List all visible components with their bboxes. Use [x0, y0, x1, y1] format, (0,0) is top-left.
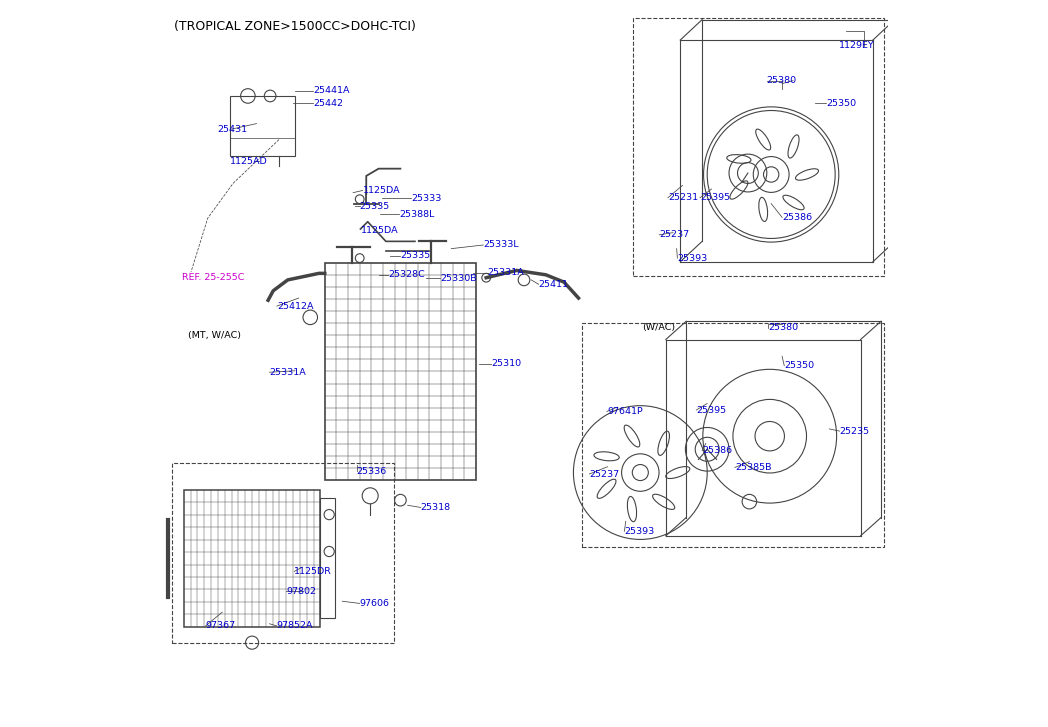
- Text: 25331A: 25331A: [487, 268, 524, 277]
- Text: 25235: 25235: [839, 427, 870, 435]
- Bar: [633, 18, 883, 276]
- Text: 25393: 25393: [625, 527, 655, 536]
- Text: 25380: 25380: [766, 76, 796, 85]
- Text: 25328C: 25328C: [388, 270, 424, 279]
- Text: 25395: 25395: [696, 406, 726, 414]
- Text: 25330B: 25330B: [440, 274, 477, 283]
- Text: 25385B: 25385B: [735, 463, 771, 472]
- Text: 25318: 25318: [420, 503, 451, 512]
- Text: (MT, W/AC): (MT, W/AC): [189, 332, 241, 340]
- Text: 1125DR: 1125DR: [294, 567, 332, 576]
- Text: 25333L: 25333L: [483, 241, 519, 249]
- Text: 25350: 25350: [784, 361, 814, 370]
- Text: 25350: 25350: [827, 99, 856, 108]
- Text: 25237: 25237: [589, 470, 619, 478]
- Text: 25388L: 25388L: [399, 210, 434, 219]
- Text: 25386: 25386: [782, 213, 812, 222]
- Text: 25335: 25335: [359, 202, 390, 211]
- Text: 1129EY: 1129EY: [838, 41, 874, 50]
- Bar: [172, 463, 394, 643]
- Text: 97641P: 97641P: [607, 407, 642, 416]
- Text: 97802: 97802: [286, 587, 316, 595]
- Text: 25335: 25335: [400, 252, 431, 260]
- Text: (TROPICAL ZONE>1500CC>DOHC-TCI): (TROPICAL ZONE>1500CC>DOHC-TCI): [174, 20, 415, 33]
- Text: 97367: 97367: [205, 622, 236, 630]
- Text: 25411: 25411: [539, 280, 568, 289]
- Text: 25331A: 25331A: [269, 368, 306, 377]
- Bar: [582, 323, 883, 547]
- Text: 25386: 25386: [702, 446, 733, 455]
- Text: 25336: 25336: [356, 467, 387, 475]
- Text: 25333: 25333: [411, 194, 441, 203]
- Bar: [183, 490, 321, 627]
- Text: 25431: 25431: [217, 125, 247, 134]
- Text: 25237: 25237: [659, 230, 690, 239]
- Text: 1125AD: 1125AD: [231, 157, 268, 166]
- Text: 25393: 25393: [677, 254, 707, 262]
- Text: 1125DA: 1125DA: [363, 186, 400, 195]
- Bar: [321, 498, 335, 619]
- Bar: [325, 263, 476, 480]
- Text: 25395: 25395: [700, 193, 730, 202]
- Text: 25441A: 25441A: [313, 87, 350, 95]
- Text: 97852A: 97852A: [277, 622, 313, 630]
- Bar: [230, 96, 294, 156]
- Text: 1125DA: 1125DA: [362, 226, 399, 235]
- Text: 25412A: 25412A: [277, 302, 313, 310]
- Text: 25231: 25231: [668, 193, 698, 202]
- Text: 25442: 25442: [313, 99, 343, 108]
- Text: (W/AC): (W/AC): [642, 324, 676, 332]
- Text: REF. 25-255C: REF. 25-255C: [182, 273, 244, 282]
- Text: 97606: 97606: [359, 599, 390, 608]
- Text: 25380: 25380: [768, 324, 799, 332]
- Text: 25310: 25310: [492, 359, 522, 368]
